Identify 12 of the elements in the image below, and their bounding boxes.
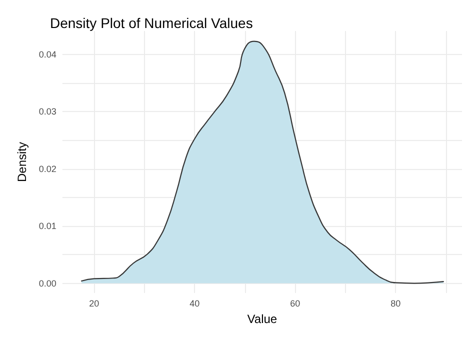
y-tick-label: 0.02 [38,164,56,174]
x-axis-title: Value [247,312,278,326]
y-axis-title: Density [15,142,29,182]
y-tick-label: 0.04 [38,49,56,60]
y-tick-label: 0.03 [38,106,56,117]
x-tick-label: 20 [89,298,100,308]
x-tick-label: 40 [190,298,200,308]
y-tick-label: 0.00 [38,278,56,288]
x-tick-label: 80 [390,298,401,308]
x-tick-label: 60 [290,298,300,308]
y-tick-label: 0.01 [38,221,56,232]
chart-title: Density Plot of Numerical Values [50,15,253,31]
